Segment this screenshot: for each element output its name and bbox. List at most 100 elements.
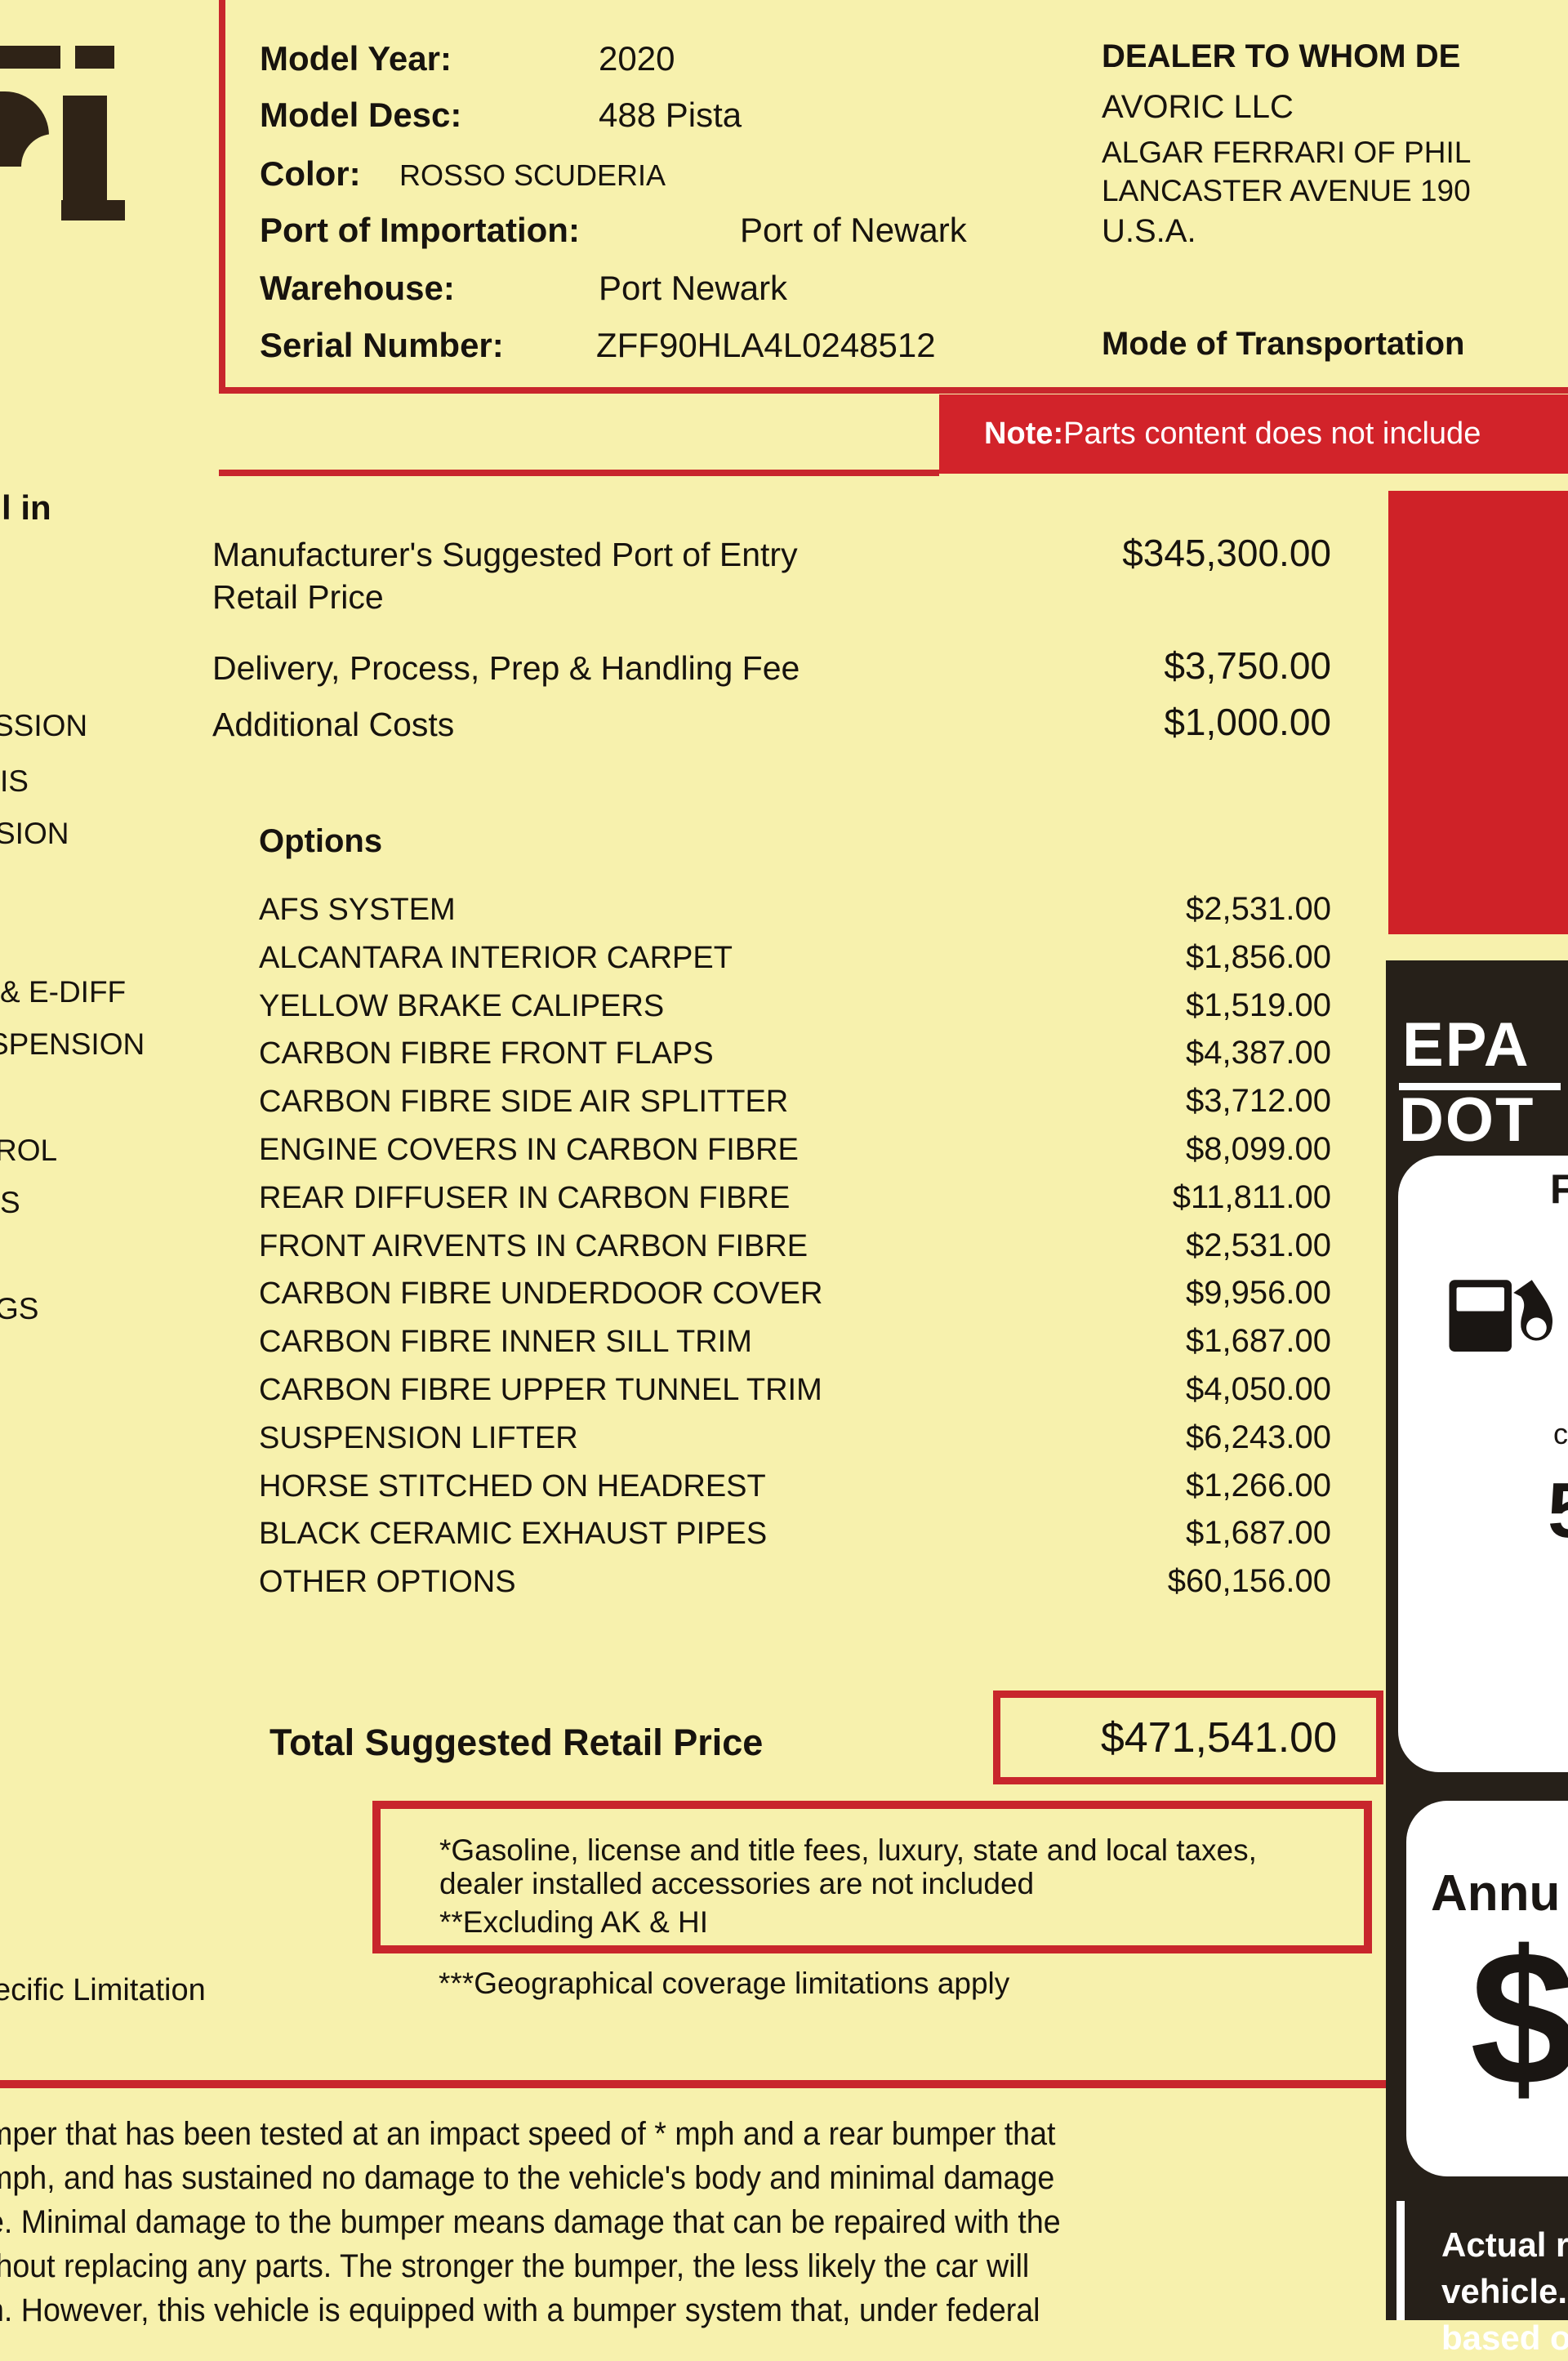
cut-text-fragment: SPENSION bbox=[0, 1027, 145, 1061]
annual-fuel-cost-fragment: Annu bbox=[1431, 1865, 1561, 1922]
info-label: Color: bbox=[260, 154, 361, 193]
bottom-section-divider bbox=[0, 2080, 1386, 2088]
mpg-number-fragment: 5 bbox=[1548, 1466, 1568, 1556]
note-banner-text: Parts content does not include bbox=[1063, 417, 1481, 451]
annual-fuel-cost-box: Annu $ bbox=[1406, 1801, 1568, 2176]
dealer-line: DEALER TO WHOM DE bbox=[1102, 38, 1461, 74]
info-value: ZFF90HLA4L0248512 bbox=[596, 326, 936, 364]
total-price-label: Total Suggested Retail Price bbox=[270, 1722, 764, 1763]
option-price: $4,050.00 bbox=[1186, 1371, 1331, 1407]
cut-text-fragment: GS bbox=[0, 1292, 39, 1325]
tax-disclaimer-line3: **Excluding AK & HI bbox=[439, 1905, 709, 1939]
dealer-line: ALGAR FERRARI OF PHIL bbox=[1102, 136, 1472, 169]
cut-text-fragment: & E-DIFF bbox=[0, 975, 127, 1009]
cut-text-fragment: SSION bbox=[0, 709, 88, 742]
vehicle-info-row: Model Desc: 488 Pista bbox=[260, 96, 742, 135]
info-label: Model Year: bbox=[260, 39, 452, 78]
vehicle-info-row: Model Year: 2020 bbox=[260, 39, 675, 78]
total-price-value: $471,541.00 bbox=[1100, 1713, 1337, 1762]
option-name: SUSPENSION LIFTER bbox=[259, 1421, 578, 1455]
option-name: FRONT AIRVENTS IN CARBON FIBRE bbox=[259, 1229, 808, 1263]
option-price: $1,687.00 bbox=[1186, 1323, 1331, 1359]
option-name: CARBON FIBRE INNER SILL TRIM bbox=[259, 1325, 752, 1359]
fee-label: Delivery, Process, Prep & Handling Fee bbox=[212, 649, 800, 687]
bumper-disclosure-paragraph: mper that has been tested at an impact s… bbox=[0, 2112, 1330, 2332]
tax-disclaimer-line1: *Gasoline, license and title fees, luxur… bbox=[439, 1833, 1257, 1867]
dealer-line: Mode of Transportation bbox=[1102, 326, 1465, 362]
geographical-note: ***Geographical coverage limitations app… bbox=[439, 1967, 1010, 2000]
epa-label: EPA bbox=[1402, 1010, 1530, 1080]
option-name: HORSE STITCHED ON HEADREST bbox=[259, 1469, 766, 1503]
option-price: $9,956.00 bbox=[1186, 1275, 1331, 1311]
option-price: $2,531.00 bbox=[1186, 891, 1331, 927]
tax-disclaimer-line2: dealer installed accessories are not inc… bbox=[439, 1867, 1035, 1900]
vehicle-info-row: Color: ROSSO SCUDERIA bbox=[260, 154, 666, 194]
cut-text-fragment: l in bbox=[2, 488, 51, 527]
dealer-line: AVORIC LLC bbox=[1102, 89, 1294, 125]
info-value: Port Newark bbox=[599, 269, 788, 307]
option-price: $11,811.00 bbox=[1172, 1179, 1331, 1215]
fee-price: $3,750.00 bbox=[1164, 644, 1331, 687]
option-name: YELLOW BRAKE CALIPERS bbox=[259, 989, 665, 1023]
annual-cost-dollar-sign: $ bbox=[1470, 1910, 1568, 2125]
info-value: 2020 bbox=[599, 39, 675, 78]
logo-bar-icon bbox=[0, 46, 60, 69]
note-strip-bottom-border bbox=[219, 470, 939, 476]
side-red-box: This for fr Sou bbox=[1388, 491, 1568, 934]
option-name: CARBON FIBRE SIDE AIR SPLITTER bbox=[259, 1085, 789, 1119]
fee-label: Additional Costs bbox=[212, 706, 455, 743]
fuel-economy-box: F c 5 bbox=[1398, 1156, 1568, 1772]
logo-i-top-icon bbox=[75, 46, 114, 69]
option-price: $1,266.00 bbox=[1186, 1468, 1331, 1503]
info-label: Port of Importation: bbox=[260, 211, 580, 249]
vehicle-info-row: Serial Number: ZFF90HLA4L0248512 bbox=[260, 326, 936, 365]
bumper-text-line: mph, and has sustained no damage to the … bbox=[0, 2160, 1055, 2196]
info-value: 488 Pista bbox=[599, 96, 742, 134]
bumper-text-line: e. Minimal damage to the bumper means da… bbox=[0, 2204, 1061, 2240]
epa-dot-panel: EPA DOT F c 5 Annu $ Actual re vehicle. T… bbox=[1386, 960, 1568, 2357]
note-banner-bold: Note: bbox=[984, 417, 1064, 451]
bumper-text-line: n. However, this vehicle is equipped wit… bbox=[0, 2292, 1040, 2328]
cut-text-fragment: S bbox=[0, 1186, 20, 1219]
option-price: $1,687.00 bbox=[1186, 1515, 1331, 1551]
cut-text-fragment: IS bbox=[0, 764, 29, 798]
vehicle-info-row: Warehouse: Port Newark bbox=[260, 269, 787, 308]
actual-results-box-border bbox=[1396, 2201, 1405, 2320]
logo-i-stem-icon bbox=[63, 96, 107, 203]
fee-price: $345,300.00 bbox=[1122, 532, 1331, 574]
option-name: ENGINE COVERS IN CARBON FIBRE bbox=[259, 1133, 799, 1167]
actual-results-line: Actual re bbox=[1441, 2225, 1568, 2264]
option-name: CARBON FIBRE FRONT FLAPS bbox=[259, 1036, 714, 1071]
option-price: $3,712.00 bbox=[1186, 1083, 1331, 1119]
vehicle-info-row: Port of Importation: Port of Newark bbox=[260, 211, 967, 250]
option-price: $4,387.00 bbox=[1186, 1035, 1331, 1071]
option-name: REAR DIFFUSER IN CARBON FIBRE bbox=[259, 1181, 791, 1215]
option-price: $8,099.00 bbox=[1186, 1131, 1331, 1167]
option-price: $2,531.00 bbox=[1186, 1227, 1331, 1263]
option-price: $1,519.00 bbox=[1186, 987, 1331, 1023]
option-price: $6,243.00 bbox=[1186, 1419, 1331, 1455]
option-name: OTHER OPTIONS bbox=[259, 1565, 516, 1599]
fee-label: Manufacturer's Suggested Port of Entry R… bbox=[212, 536, 798, 616]
total-price-box: $471,541.00 bbox=[993, 1691, 1383, 1784]
option-name: ALCANTARA INTERIOR CARPET bbox=[259, 941, 733, 975]
dot-label: DOT bbox=[1399, 1085, 1535, 1155]
info-label: Warehouse: bbox=[260, 269, 455, 307]
cut-text-fragment: ecific Limitation bbox=[0, 1973, 206, 2007]
logo-i-base-icon bbox=[61, 200, 125, 221]
actual-results-text: Actual re vehicle. T based on bbox=[1441, 2221, 1568, 2361]
info-value: ROSSO SCUDERIA bbox=[399, 158, 666, 192]
option-name: CARBON FIBRE UPPER TUNNEL TRIM bbox=[259, 1373, 822, 1407]
bumper-text-line: thout replacing any parts. The stronger … bbox=[0, 2248, 1030, 2284]
cut-text-fragment: ROL bbox=[0, 1134, 58, 1167]
bumper-text-line: mper that has been tested at an impact s… bbox=[0, 2116, 1056, 2152]
actual-results-line: vehicle. T bbox=[1441, 2272, 1568, 2310]
fee-price: $1,000.00 bbox=[1164, 701, 1331, 743]
parts-content-note-banner: Note: Parts content does not include bbox=[939, 394, 1568, 474]
fuel-pump-icon bbox=[1449, 1280, 1553, 1352]
option-name: CARBON FIBRE UNDERDOOR COVER bbox=[259, 1276, 823, 1311]
info-label: Serial Number: bbox=[260, 326, 504, 364]
info-label: Model Desc: bbox=[260, 96, 462, 134]
dealer-line: U.S.A. bbox=[1102, 213, 1196, 249]
